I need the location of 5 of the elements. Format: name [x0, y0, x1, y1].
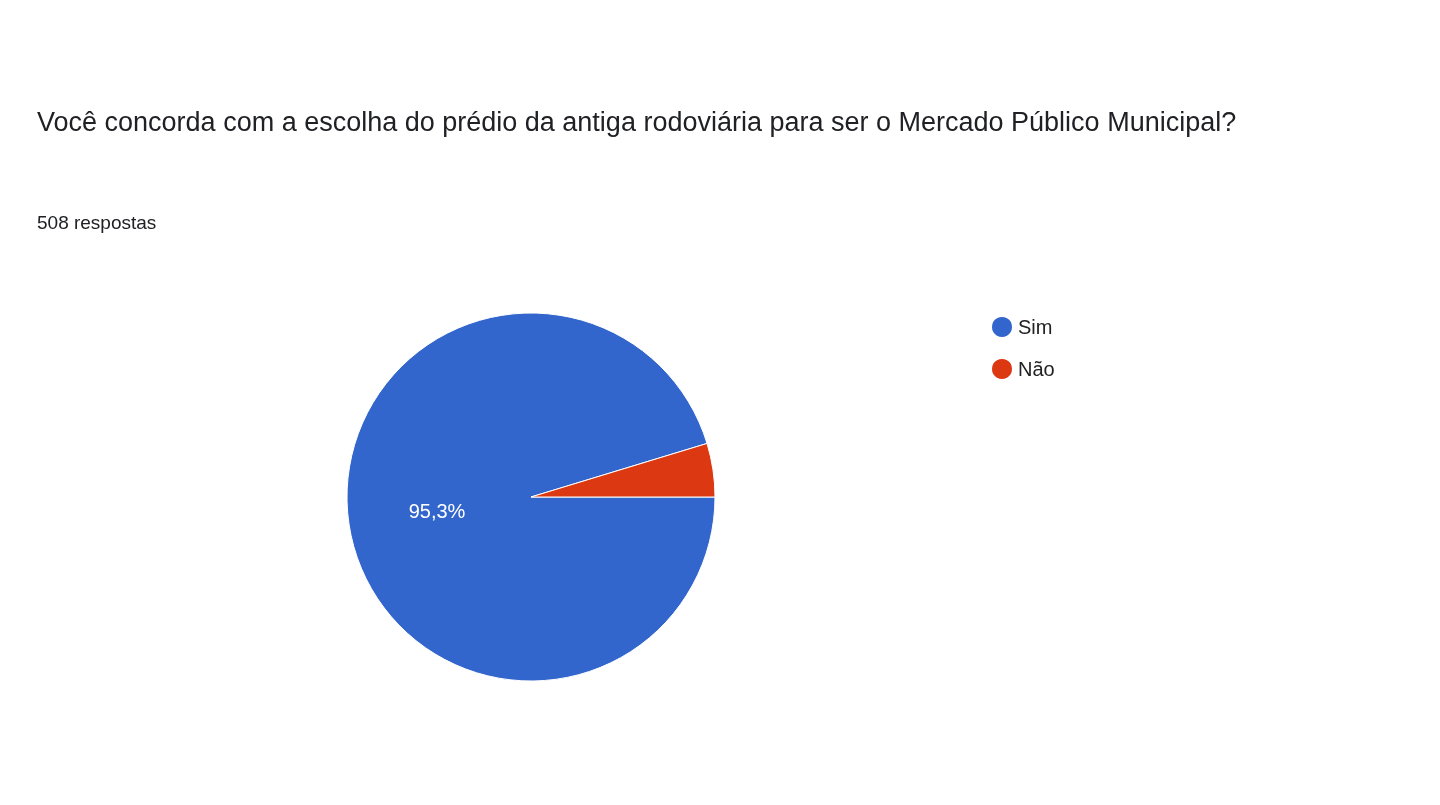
- legend-label: Sim: [1018, 316, 1053, 338]
- chart-title: Você concorda com a escolha do prédio da antiga rodoviária para ser o Mercado Público Municipal?: [37, 106, 1238, 139]
- legend-label: Não: [1018, 358, 1055, 380]
- data-label: 95,3%: [408, 499, 466, 522]
- text: 508 respostas: [37, 212, 157, 234]
